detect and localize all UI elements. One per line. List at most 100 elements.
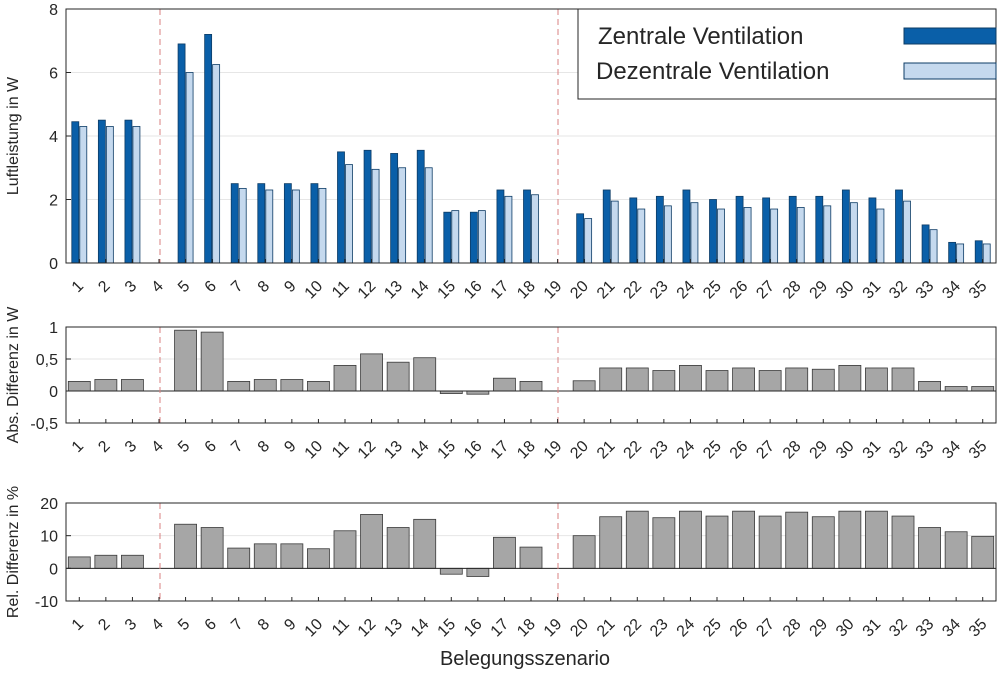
x-tick-label: 20 xyxy=(567,278,592,303)
bar-32 xyxy=(892,368,914,391)
x-tick-label: 12 xyxy=(355,278,380,303)
x-tick-label: 27 xyxy=(753,278,778,303)
bar-16 xyxy=(467,568,489,576)
y-tick-label: 20 xyxy=(40,496,58,513)
bar-31 xyxy=(877,209,884,263)
bar-10 xyxy=(307,381,329,391)
y-tick-label: 10 xyxy=(40,529,58,546)
bar-10 xyxy=(307,549,329,569)
bar-23 xyxy=(653,518,675,569)
x-tick-label: 29 xyxy=(807,616,832,641)
legend-swatch xyxy=(904,63,996,79)
x-tick-label: 23 xyxy=(647,438,672,463)
bar-7 xyxy=(228,548,250,568)
bar-3 xyxy=(125,120,132,263)
bar-9 xyxy=(292,190,299,263)
bar-10 xyxy=(311,184,318,263)
x-tick-label: 5 xyxy=(175,616,193,634)
bar-34 xyxy=(957,244,964,263)
bar-6 xyxy=(205,34,212,263)
x-tick-label: 4 xyxy=(149,616,167,634)
bar-16 xyxy=(478,211,485,263)
x-tick-label: 20 xyxy=(567,438,592,463)
x-tick-label: 26 xyxy=(727,616,752,641)
bar-27 xyxy=(759,371,781,391)
bar-24 xyxy=(683,190,690,263)
x-tick-label: 6 xyxy=(202,438,220,456)
bar-26 xyxy=(744,207,751,263)
x-tick-label: 7 xyxy=(228,616,246,634)
bar-10 xyxy=(319,188,326,263)
y-tick-label: 8 xyxy=(49,2,58,19)
y-tick-label: 4 xyxy=(49,129,58,146)
bar-2 xyxy=(98,120,105,263)
x-tick-label: 21 xyxy=(594,438,619,463)
y-axis-label: Rel. Differenz in % xyxy=(5,486,22,618)
x-tick-label: 31 xyxy=(860,278,885,303)
x-tick-label: 29 xyxy=(807,438,832,463)
x-tick-label: 5 xyxy=(175,278,193,296)
bar-13 xyxy=(399,168,406,263)
x-tick-label: 11 xyxy=(329,438,353,462)
bar-33 xyxy=(919,381,941,391)
x-tick-label: 3 xyxy=(122,278,140,296)
bar-15 xyxy=(440,568,462,574)
bar-24 xyxy=(679,365,701,391)
bar-5 xyxy=(178,44,185,263)
bar-29 xyxy=(824,206,831,263)
y-axis-label: Luftleistung in W xyxy=(5,76,22,195)
x-tick-label: 6 xyxy=(202,278,220,296)
y-tick-label: 6 xyxy=(49,66,58,83)
bar-5 xyxy=(175,330,197,391)
bar-2 xyxy=(106,126,113,263)
x-tick-label: 3 xyxy=(122,438,140,456)
bar-9 xyxy=(281,544,303,569)
legend-label: Zentrale Ventilation xyxy=(598,23,803,50)
x-tick-label: 19 xyxy=(541,278,566,303)
bar-20 xyxy=(573,381,595,391)
x-tick-label: 25 xyxy=(700,278,725,303)
x-tick-label: 8 xyxy=(255,438,273,456)
bar-34 xyxy=(949,242,956,263)
bar-26 xyxy=(733,368,755,391)
bar-22 xyxy=(626,368,648,391)
x-tick-label: 14 xyxy=(408,278,433,303)
bar-27 xyxy=(759,516,781,568)
bar-3 xyxy=(121,379,143,391)
x-tick-label: 30 xyxy=(833,278,858,303)
bar-14 xyxy=(414,358,436,391)
x-tick-label: 10 xyxy=(302,438,327,463)
bar-15 xyxy=(444,212,451,263)
x-tick-label: 34 xyxy=(939,438,964,463)
bar-11 xyxy=(334,365,356,391)
bar-20 xyxy=(573,536,595,569)
bar-27 xyxy=(771,209,778,263)
x-tick-label: 19 xyxy=(541,438,566,463)
x-tick-label: 22 xyxy=(621,438,646,463)
x-tick-label: 11 xyxy=(329,616,353,640)
x-tick-label: 12 xyxy=(355,438,380,463)
x-tick-label: 12 xyxy=(355,616,380,641)
bar-1 xyxy=(80,126,87,263)
bar-26 xyxy=(733,511,755,568)
x-tick-label: 31 xyxy=(860,616,885,641)
x-tick-label: 27 xyxy=(753,438,778,463)
x-tick-label: 22 xyxy=(621,278,646,303)
x-tick-label: 14 xyxy=(408,438,433,463)
x-tick-label: 32 xyxy=(886,438,911,463)
bar-20 xyxy=(585,219,592,263)
x-tick-label: 34 xyxy=(939,616,964,641)
x-tick-label: 13 xyxy=(381,616,406,641)
bar-18 xyxy=(524,190,531,263)
bar-15 xyxy=(452,211,459,263)
x-tick-label: 24 xyxy=(674,438,699,463)
x-tick-label: 33 xyxy=(913,278,938,303)
bar-11 xyxy=(338,152,345,263)
x-tick-label: 17 xyxy=(488,278,513,303)
bar-7 xyxy=(231,184,238,263)
bar-32 xyxy=(904,201,911,263)
x-tick-label: 7 xyxy=(228,278,246,296)
x-tick-label: 32 xyxy=(886,278,911,303)
bar-6 xyxy=(201,332,223,391)
bar-6 xyxy=(201,528,223,569)
